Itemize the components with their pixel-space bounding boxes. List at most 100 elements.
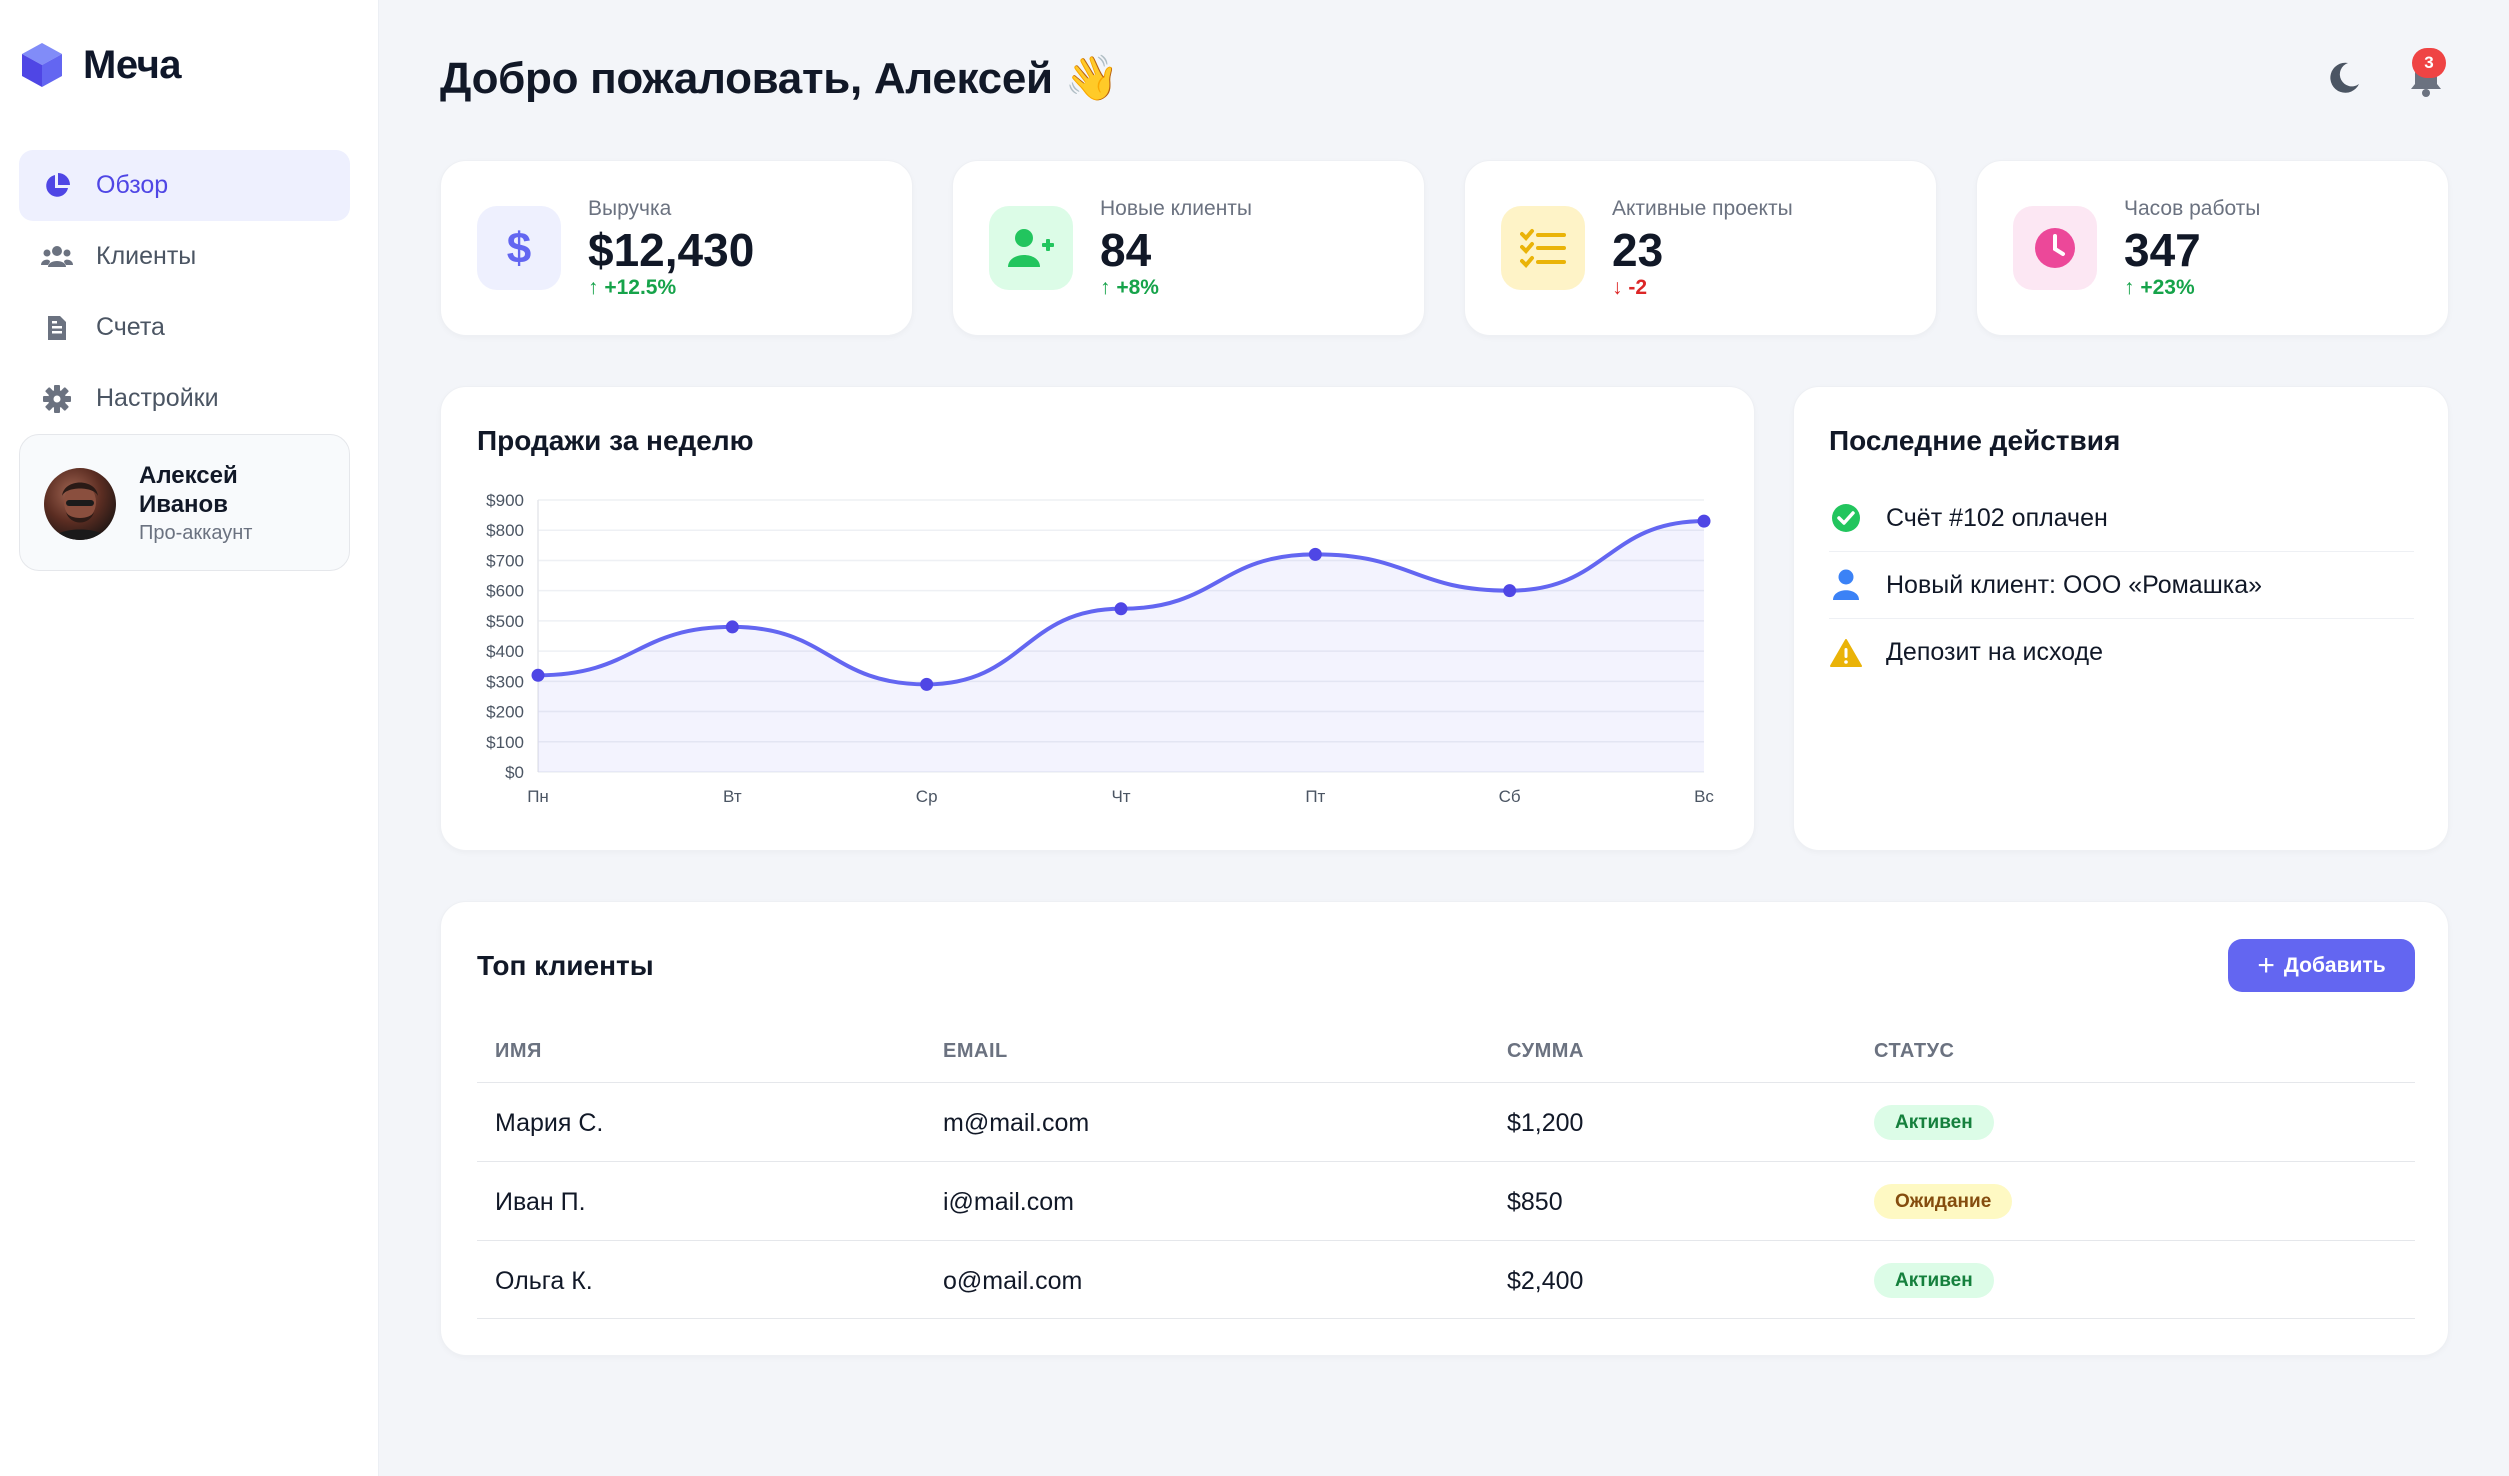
stat-delta: ↑ +8% (1100, 276, 1159, 299)
user-role: Про-аккаунт (139, 522, 253, 544)
client-email: m@mail.com (943, 1109, 1090, 1137)
plus-icon: + (2257, 948, 2275, 982)
client-name: Иван П. (495, 1188, 586, 1216)
invoice-icon (41, 312, 73, 344)
stat-value: $12,430 (588, 224, 755, 276)
stat-label: Часов работы (2124, 197, 2261, 220)
chart-title: Продажи за неделю (477, 425, 754, 456)
y-tick-label: $400 (486, 642, 524, 661)
stat-delta: ↑ +12.5% (588, 276, 677, 299)
status-badge: Ожидание (1874, 1184, 2013, 1219)
top-clients-card: Топ клиенты + Добавить ИМЯ EMAIL СУММА С… (440, 901, 2449, 1356)
data-point (531, 668, 545, 682)
sidebar-item-label: Клиенты (96, 242, 197, 270)
table-title: Топ клиенты (477, 950, 654, 981)
activity-item[interactable]: Новый клиент: ООО «Ромашка» (1829, 552, 2414, 619)
column-header-name: ИМЯ (495, 1040, 542, 1062)
task-list-icon (1501, 206, 1585, 290)
y-tick-label: $800 (486, 521, 524, 540)
stat-card-revenue: $ Выручка $12,430 ↑ +12.5% (440, 160, 913, 336)
activity-text: Депозит на исходе (1886, 638, 2104, 666)
users-icon (41, 241, 73, 273)
activity-text: Новый клиент: ООО «Ромашка» (1886, 570, 2263, 599)
data-point (1308, 547, 1322, 561)
table-row[interactable]: Ольга К. o@mail.com $2,400 Активен (477, 1240, 2415, 1319)
stat-label: Активные проекты (1612, 197, 1793, 220)
x-tick-label: Ср (916, 787, 938, 806)
sidebar-item-overview[interactable]: Обзор (19, 150, 350, 221)
x-tick-label: Сб (1499, 787, 1521, 806)
pie-chart-icon (41, 170, 73, 202)
activity-item[interactable]: Депозит на исходе (1829, 619, 2414, 686)
x-tick-label: Пн (527, 787, 549, 806)
stat-label: Новые клиенты (1100, 197, 1253, 220)
add-client-button[interactable]: + Добавить (2228, 939, 2415, 992)
y-tick-label: $0 (505, 763, 524, 782)
activity-title: Последние действия (1829, 425, 2121, 456)
y-tick-label: $700 (486, 551, 524, 570)
stat-delta: ↑ +23% (2124, 276, 2195, 299)
data-point (1114, 602, 1128, 616)
brand[interactable]: Меча (19, 40, 182, 90)
page-title: Добро пожаловать, Алексей 👋 (440, 54, 1120, 103)
stat-value: 84 (1100, 224, 1152, 276)
gear-icon (41, 383, 73, 415)
client-email: i@mail.com (943, 1188, 1074, 1216)
user-icon (1829, 568, 1863, 602)
user-name: Алексей Иванов (139, 462, 238, 518)
data-point (725, 620, 739, 634)
sidebar-nav: Обзор Клиенты Счета Настройки (19, 150, 350, 434)
data-point (920, 677, 934, 691)
x-tick-label: Чт (1111, 787, 1130, 806)
check-circle-icon (1829, 501, 1863, 535)
client-amount: $1,200 (1507, 1109, 1584, 1137)
sidebar-item-settings[interactable]: Настройки (19, 363, 350, 434)
client-amount: $850 (1507, 1188, 1563, 1216)
stat-delta: ↓ -2 (1612, 276, 1648, 299)
client-name: Ольга К. (495, 1267, 593, 1295)
sales-line-chart[interactable]: $0 $100 $200 $300 $400 $500 $600 $700 $800 $900 Пн… (441, 387, 1756, 852)
dollar-icon: $ (477, 206, 561, 290)
client-email: o@mail.com (943, 1267, 1083, 1295)
x-tick-label: Вс (1694, 787, 1714, 806)
avatar (44, 468, 116, 540)
sidebar-item-invoices[interactable]: Счета (19, 292, 350, 363)
data-point (1697, 514, 1711, 528)
stat-card-active-projects: Активные проекты 23 ↓ -2 (1464, 160, 1937, 336)
sidebar-item-label: Обзор (96, 171, 169, 199)
x-tick-label: Вт (723, 787, 742, 806)
cube-logo-icon (22, 43, 62, 87)
y-tick-label: $500 (486, 612, 524, 631)
sidebar: Меча Обзор Клиенты Счета Настройки (0, 0, 379, 1476)
client-name: Мария С. (495, 1109, 604, 1137)
sidebar-item-clients[interactable]: Клиенты (19, 221, 350, 292)
warning-icon (1829, 636, 1863, 670)
stat-value: 23 (1612, 224, 1664, 276)
svg-text:$: $ (507, 225, 531, 271)
moon-icon[interactable] (2326, 60, 2362, 96)
sidebar-item-label: Счета (96, 313, 165, 341)
status-badge: Активен (1874, 1105, 1994, 1140)
stat-card-new-clients: Новые клиенты 84 ↑ +8% (952, 160, 1425, 336)
clock-icon (2013, 206, 2097, 290)
y-tick-label: $200 (486, 703, 524, 722)
activity-item[interactable]: Счёт #102 оплачен (1829, 485, 2414, 552)
user-profile-card[interactable]: Алексей Иванов Про-аккаунт (19, 434, 350, 571)
stat-card-work-hours: Часов работы 347 ↑ +23% (1976, 160, 2449, 336)
recent-activity-card: Последние действия Счёт #102 оплачен Нов… (1793, 386, 2449, 851)
activity-text: Счёт #102 оплачен (1886, 503, 2108, 532)
notification-badge: 3 (2412, 48, 2446, 78)
sidebar-item-label: Настройки (96, 384, 219, 412)
y-tick-label: $100 (486, 733, 524, 752)
client-amount: $2,400 (1507, 1267, 1584, 1295)
table-row[interactable]: Мария С. m@mail.com $1,200 Активен (477, 1082, 2415, 1161)
column-header-status: СТАТУС (1874, 1040, 1955, 1062)
series-area (538, 521, 1704, 772)
sales-chart-card: Продажи за неделю $0 $100 $200 $300 $400 $500… (440, 386, 1755, 851)
column-header-email: EMAIL (943, 1040, 1008, 1062)
table-row[interactable]: Иван П. i@mail.com $850 Ожидание (477, 1161, 2415, 1240)
y-tick-label: $600 (486, 582, 524, 601)
data-point (1503, 584, 1517, 598)
y-tick-label: $900 (486, 491, 524, 510)
x-tick-label: Пт (1305, 787, 1325, 806)
